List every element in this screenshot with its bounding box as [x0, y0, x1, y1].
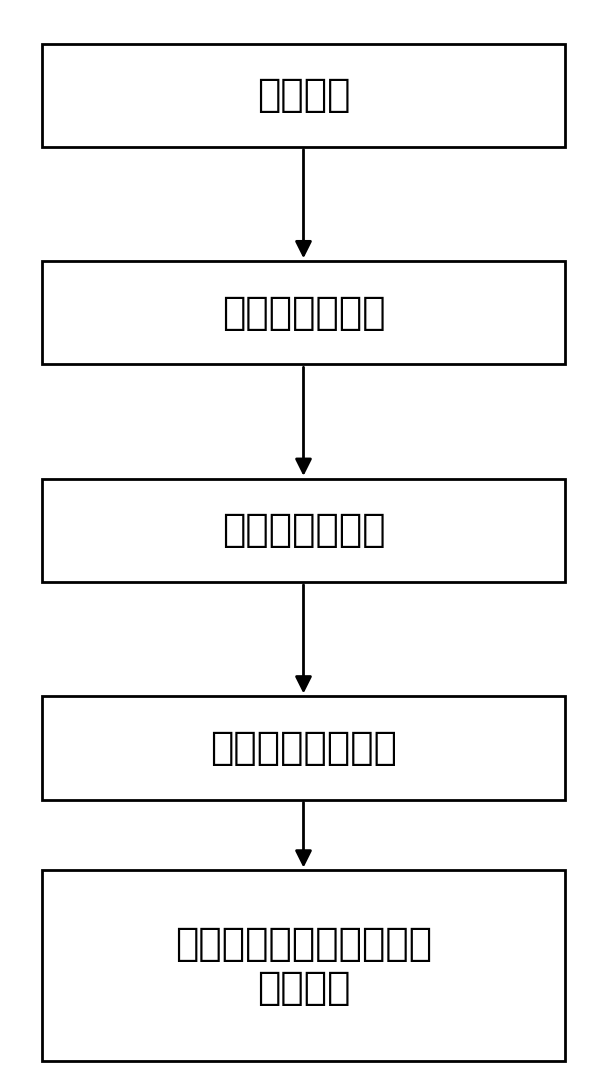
Bar	[42, 696, 565, 800]
Bar	[42, 479, 565, 582]
Text: 子光滑目标投影: 子光滑目标投影	[222, 294, 385, 332]
Bar	[42, 44, 565, 147]
Bar	[42, 870, 565, 1061]
Text: 生成三维粗糙目标: 生成三维粗糙目标	[210, 729, 397, 767]
Text: 获得三维粗糙目标的雷达
散射截面: 获得三维粗糙目标的雷达 散射截面	[175, 925, 432, 1006]
Text: 生成二维粗糙面: 生成二维粗糙面	[222, 511, 385, 549]
Text: 分割目标: 分割目标	[257, 76, 350, 114]
Bar	[42, 261, 565, 364]
